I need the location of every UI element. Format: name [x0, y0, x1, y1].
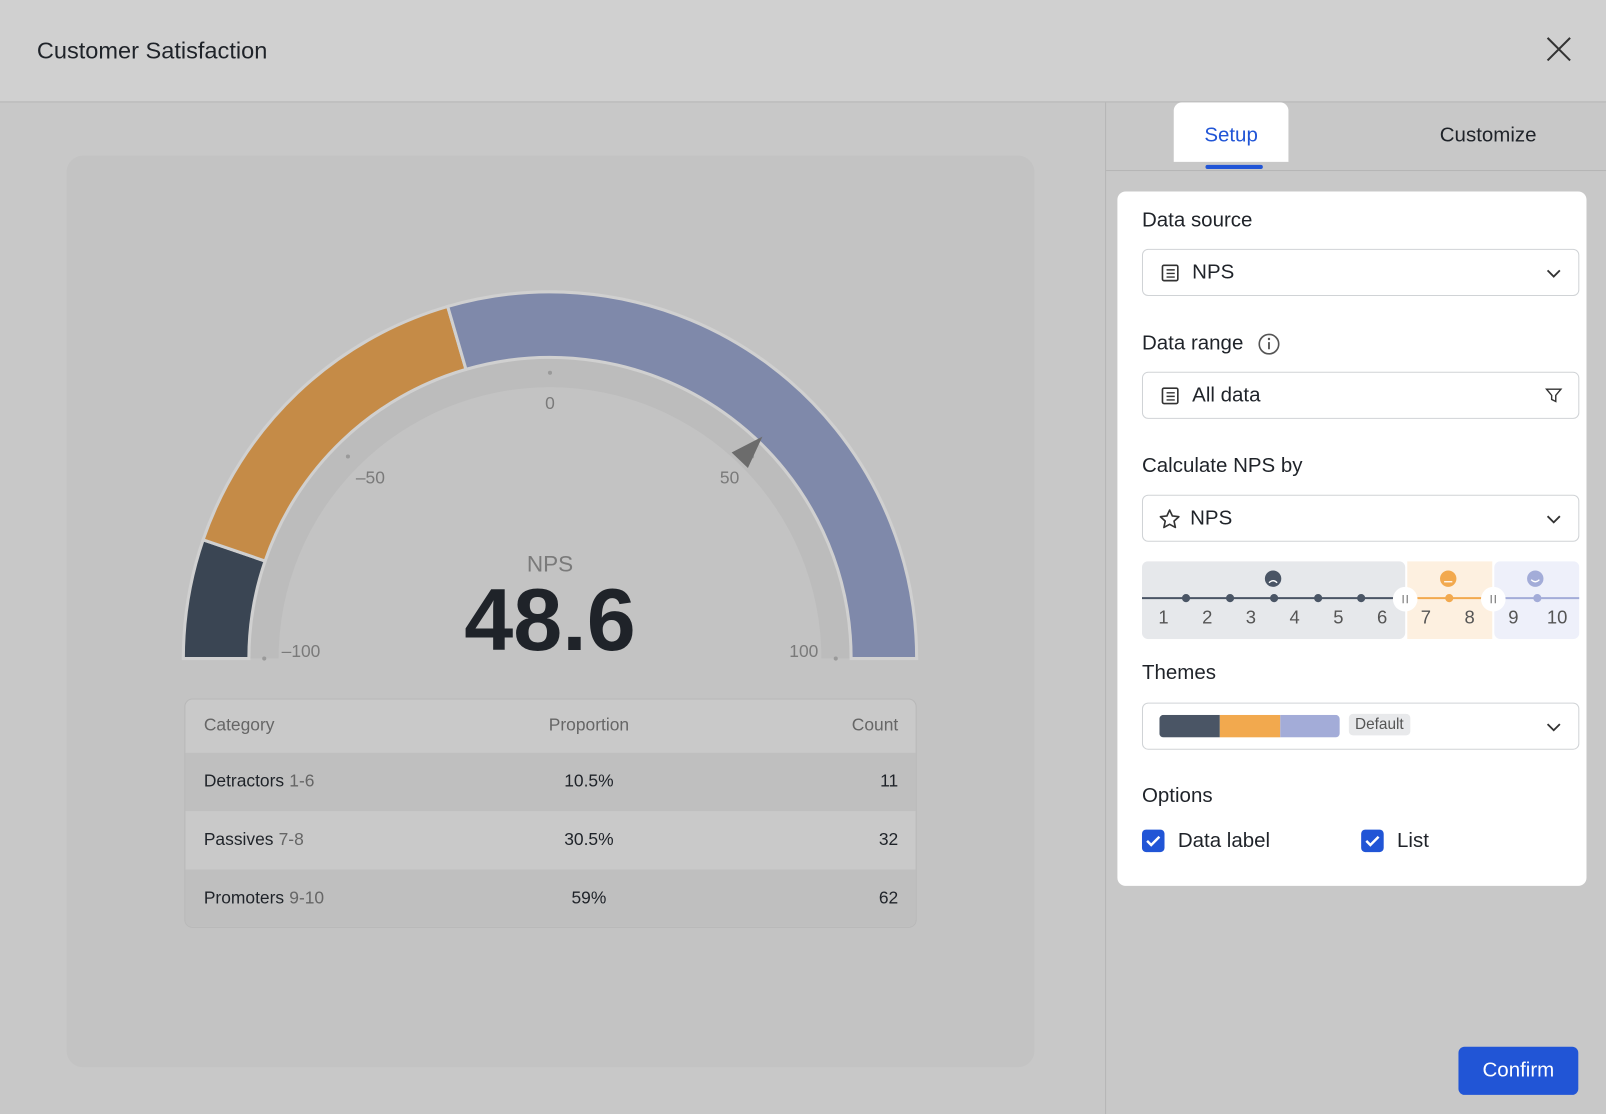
gauge-tick	[345, 454, 350, 459]
gauge-tick	[833, 656, 838, 661]
gauge-tick-label: –100	[282, 641, 321, 661]
field-label: Data source	[1141, 208, 1253, 232]
tab-active-bg	[1173, 102, 1289, 162]
proportion-cell: 59%	[571, 887, 607, 908]
tab-border	[1106, 170, 1606, 172]
close-button[interactable]	[1544, 35, 1573, 64]
category-cell: Promoters 9-10	[204, 888, 511, 908]
gauge-segment	[201, 304, 468, 563]
field-label: Themes	[1141, 661, 1216, 685]
category-range: 7-8	[278, 829, 304, 850]
tab-setup[interactable]: Setup	[1204, 123, 1258, 147]
select-value: NPS	[1190, 506, 1233, 530]
count-cell: 11	[880, 771, 899, 791]
field-label: Data range	[1141, 331, 1244, 355]
count-cell: 32	[878, 829, 899, 850]
table-header: Count	[851, 714, 899, 735]
category-name: Detractors	[203, 771, 285, 791]
scale-label: 3	[1245, 607, 1257, 628]
calculate-select[interactable]: NPS	[1141, 494, 1580, 542]
checkbox-label: List	[1397, 829, 1429, 853]
gauge-title: NPS	[527, 551, 573, 576]
gauge-segment	[445, 290, 919, 661]
checkbox[interactable]	[1141, 829, 1165, 853]
chevron	[1546, 723, 1561, 732]
gauge-tick-label: 50	[720, 468, 739, 488]
scale-label: 1	[1158, 607, 1169, 628]
gauge-pointer	[731, 436, 763, 469]
category-range: 9-10	[289, 887, 325, 908]
theme-badge: Default	[1348, 713, 1410, 736]
scale-label: 6	[1377, 607, 1388, 628]
divider	[1105, 102, 1107, 1114]
data-source-select[interactable]: NPS	[1141, 248, 1580, 296]
chevron	[1546, 515, 1561, 524]
themes-select[interactable]: Default	[1141, 702, 1580, 750]
gauge-tick-label: 100	[789, 641, 818, 661]
score-scale	[1141, 561, 1580, 640]
tab-underline	[1205, 164, 1263, 169]
table-row	[185, 752, 916, 812]
tab-customize[interactable]: Customize	[1439, 123, 1537, 147]
proportion-cell: 30.5%	[564, 829, 614, 850]
scale-label: 8	[1464, 607, 1475, 628]
filter-icon	[1545, 388, 1563, 403]
chevron	[1546, 269, 1561, 278]
scale-label: 7	[1420, 607, 1431, 628]
category-table: Category Proportion Count Detractors 1-6 10.5…	[184, 698, 917, 928]
header	[0, 0, 1606, 103]
table-icon	[1161, 264, 1179, 282]
checkbox[interactable]	[1361, 829, 1384, 853]
table-row	[185, 869, 916, 927]
field-label: Options	[1141, 784, 1213, 808]
select-value: All data	[1192, 384, 1261, 407]
gauge-tick-label: –50	[356, 468, 385, 488]
data-range-select[interactable]: All data	[1141, 371, 1580, 419]
scale-label: 2	[1202, 607, 1213, 628]
category-cell: Passives 7-8	[204, 830, 511, 850]
checkbox-label: Data label	[1177, 829, 1271, 853]
category-cell: Detractors 1-6	[204, 771, 511, 791]
scale-label: 4	[1289, 607, 1300, 628]
category-name: Passives	[203, 829, 274, 850]
category-name: Promoters	[203, 887, 285, 908]
table-row	[185, 811, 916, 870]
star-icon	[1159, 509, 1180, 529]
gauge-tick	[262, 656, 267, 661]
field-label: Calculate NPS by	[1141, 454, 1303, 478]
info-icon[interactable]	[1257, 332, 1282, 357]
gauge-value: 48.6	[464, 570, 635, 669]
dialog-title: Customer Satisfaction	[36, 36, 268, 64]
category-range: 1-6	[289, 771, 315, 791]
count-cell: 62	[878, 887, 899, 908]
gauge-tick	[547, 370, 553, 375]
gauge-tick-label: 0	[545, 393, 555, 413]
confirm-button[interactable]: Confirm	[1458, 1046, 1579, 1095]
table-icon	[1161, 387, 1179, 405]
table-header: Proportion	[548, 714, 630, 735]
select-value: NPS	[1192, 261, 1235, 284]
proportion-cell: 10.5%	[564, 771, 614, 791]
scale-label: 10	[1546, 607, 1568, 628]
scale-label: 9	[1508, 607, 1519, 628]
scale-label: 5	[1333, 607, 1344, 628]
table-header: Category	[203, 714, 275, 735]
theme-swatch	[1159, 714, 1340, 738]
